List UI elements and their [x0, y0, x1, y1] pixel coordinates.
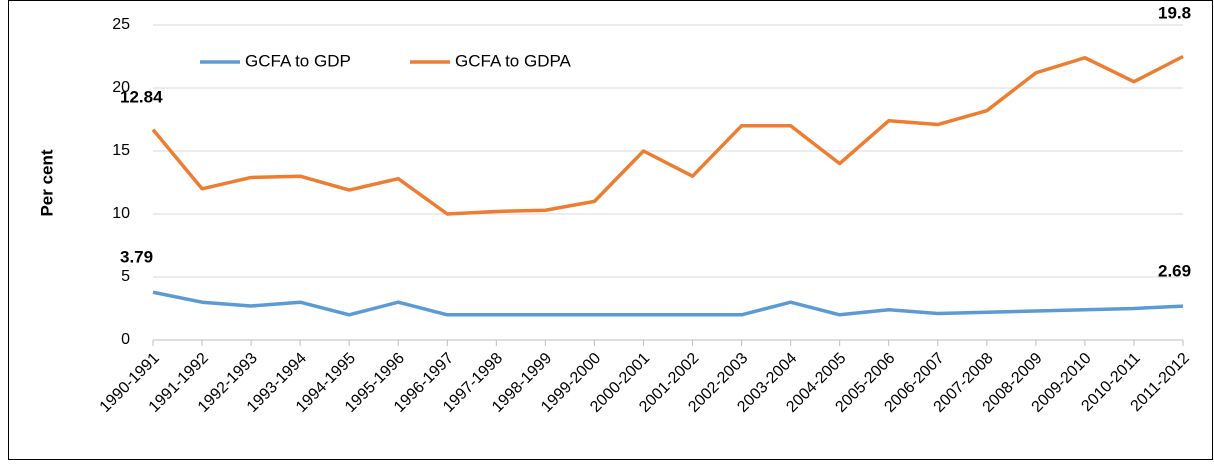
legend-label: GCFA to GDP: [245, 51, 351, 70]
y-tick-label: 5: [121, 268, 130, 285]
y-tick-label: 20: [112, 79, 130, 96]
annotation: 19.8: [1158, 3, 1191, 22]
annotation: 2.69: [1158, 261, 1191, 280]
legend-label: GCFA to GDPA: [455, 51, 572, 70]
frame: [8, 0, 1213, 460]
y-tick-label: 25: [112, 16, 130, 33]
y-tick-label: 0: [121, 331, 130, 348]
annotation: 3.79: [120, 247, 153, 266]
y-tick-label: 15: [112, 142, 130, 159]
series-line: [151, 54, 1184, 216]
series-line: [152, 290, 1184, 317]
annotation: 12.84: [120, 87, 163, 106]
y-tick-label: 10: [112, 205, 130, 222]
y-axis-label: Per cent: [37, 149, 56, 216]
